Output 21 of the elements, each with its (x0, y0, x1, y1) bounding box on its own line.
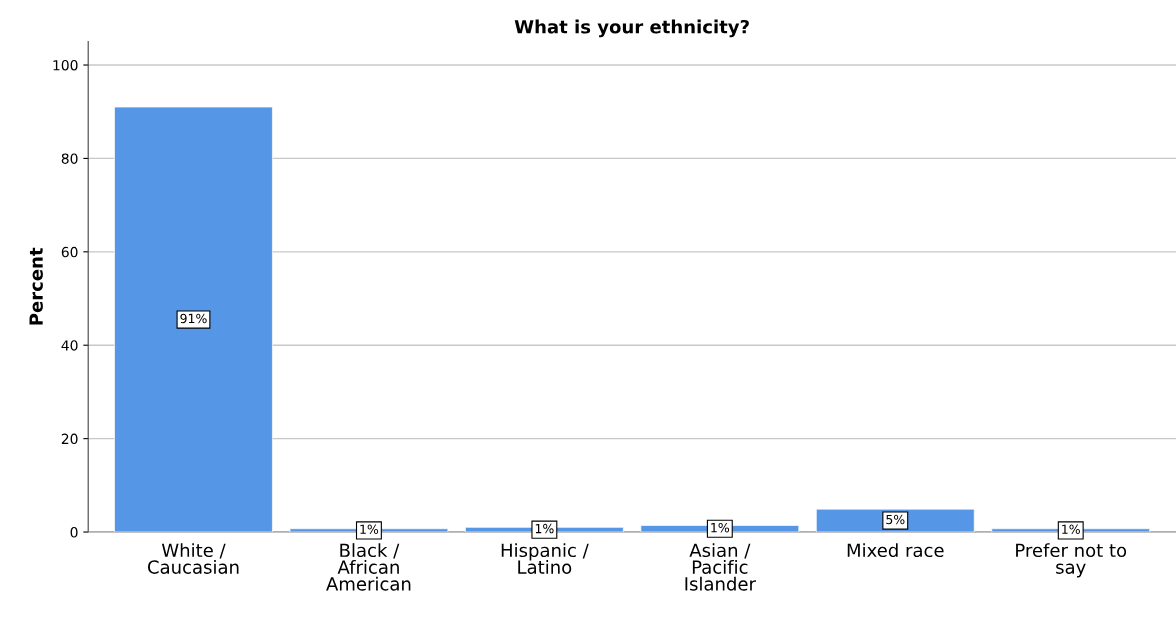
chart-title: What is your ethnicity? (514, 19, 749, 38)
bar (114, 106, 273, 533)
data-label: 1% (360, 524, 379, 535)
x-tick-label: Hispanic / Latino (501, 543, 589, 574)
x-tick-label: Black / African American (326, 543, 411, 591)
data-label: 5% (886, 514, 905, 525)
data-label: 91% (180, 313, 207, 324)
data-label: 1% (535, 523, 554, 534)
y-tick-label: 20 (61, 433, 78, 445)
data-label: 1% (1062, 524, 1080, 535)
y-tick-label: 60 (61, 246, 78, 258)
x-tick-label: Mixed race (847, 543, 944, 558)
y-tick-label: 0 (70, 527, 78, 538)
y-axis-title: Percent (29, 247, 43, 325)
data-label: 1% (711, 522, 730, 533)
y-tick-label: 40 (61, 340, 78, 351)
x-tick-label: White / Caucasian (147, 543, 239, 574)
x-tick-label: Prefer not to say (1016, 543, 1127, 578)
x-tick-label: Asian / Pacific Islander (685, 543, 756, 591)
y-tick-label: 100 (53, 59, 78, 71)
y-tick-label: 80 (61, 153, 78, 164)
